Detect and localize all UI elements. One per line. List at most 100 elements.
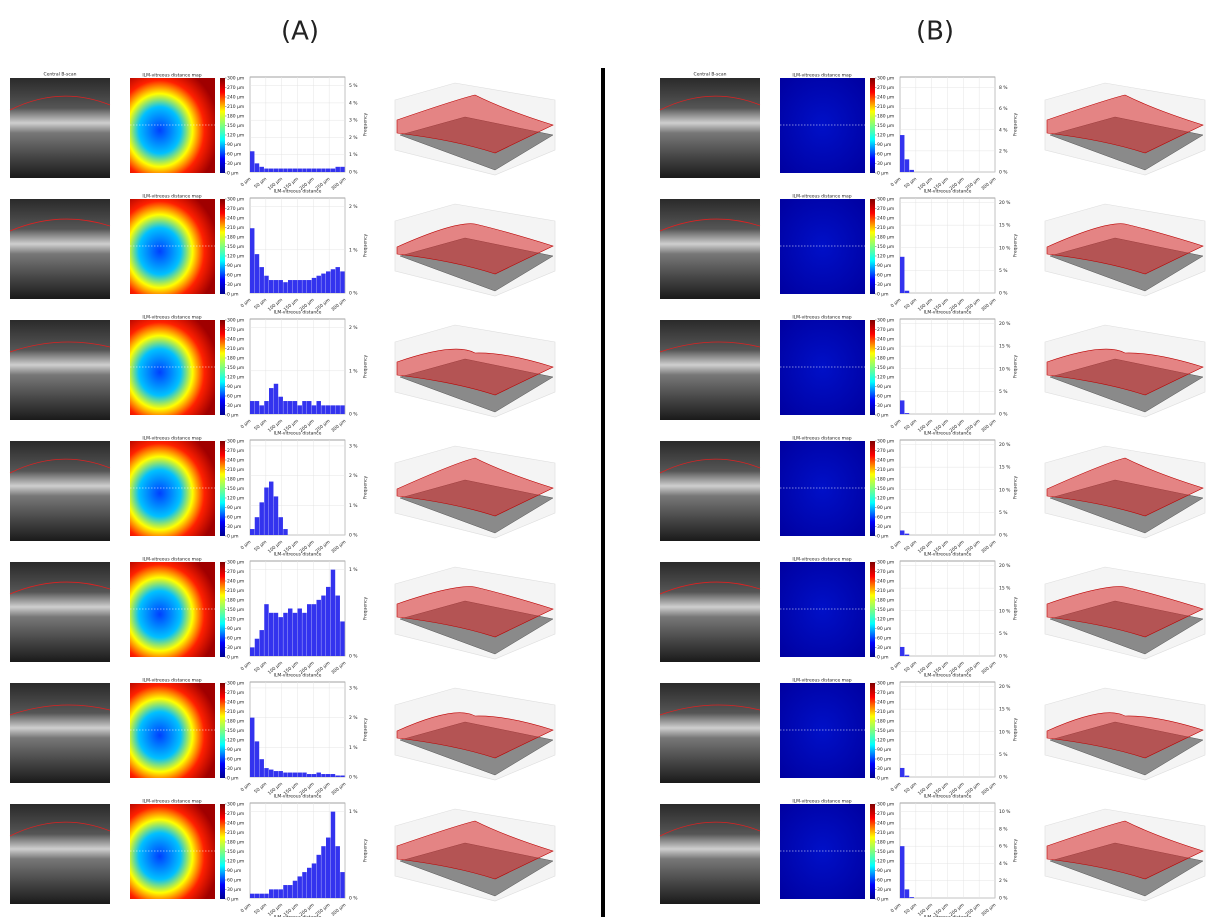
colorbar-label: 120 µm bbox=[227, 133, 244, 139]
y-tick-label: 4 % bbox=[999, 127, 1008, 133]
x-axis-label: ILM-vitreous distance bbox=[274, 431, 322, 437]
colorbar bbox=[220, 320, 225, 415]
colorbar-label: 270 µm bbox=[877, 327, 894, 333]
colorbar-label: 0 µm bbox=[877, 171, 889, 177]
b-scan bbox=[10, 199, 110, 299]
colorbar-label: 210 µm bbox=[877, 467, 894, 473]
colorbar-label: 120 µm bbox=[227, 859, 244, 865]
colorbar-label: 210 µm bbox=[227, 346, 244, 352]
map-title: ILM-vitreous distance map bbox=[792, 194, 851, 200]
y-tick-label: 2 % bbox=[349, 204, 358, 210]
y-axis-label: Frequency bbox=[1013, 839, 1019, 863]
bar bbox=[274, 613, 278, 656]
colorbar-label: 210 µm bbox=[227, 588, 244, 594]
bar bbox=[293, 613, 297, 656]
colorbar-label: 180 µm bbox=[877, 235, 894, 241]
x-tick-label: 300 µm bbox=[330, 539, 347, 555]
b-scan bbox=[10, 320, 110, 420]
colorbar-label: 300 µm bbox=[877, 318, 894, 324]
bar bbox=[260, 502, 264, 535]
panel-label: (A) bbox=[281, 17, 319, 47]
colorbar-label: 60 µm bbox=[227, 636, 241, 642]
colorbar-label: 60 µm bbox=[227, 152, 241, 158]
y-tick-label: 20 % bbox=[999, 563, 1011, 569]
bar bbox=[255, 401, 259, 414]
colorbar-label: 270 µm bbox=[877, 569, 894, 575]
y-tick-label: 1 % bbox=[349, 368, 358, 374]
x-tick-label: 50 µm bbox=[253, 418, 268, 432]
bar bbox=[321, 405, 325, 414]
y-tick-label: 0 % bbox=[999, 775, 1008, 781]
bar bbox=[302, 169, 306, 172]
map-title: ILM-vitreous distance map bbox=[142, 315, 201, 321]
bar bbox=[340, 776, 344, 777]
colorbar-label: 0 µm bbox=[877, 655, 889, 661]
bar bbox=[326, 838, 330, 898]
bar bbox=[331, 812, 335, 898]
colorbar-label: 180 µm bbox=[227, 598, 244, 604]
distance-map bbox=[780, 78, 865, 173]
y-tick-label: 5 % bbox=[999, 631, 1008, 637]
y-tick-label: 0 % bbox=[999, 170, 1008, 176]
y-tick-label: 0 % bbox=[349, 896, 358, 902]
bar bbox=[307, 868, 311, 898]
colorbar-label: 300 µm bbox=[227, 439, 244, 445]
bar bbox=[264, 604, 268, 656]
y-tick-label: 20 % bbox=[999, 321, 1011, 327]
map-title: ILM-vitreous distance map bbox=[142, 557, 201, 563]
bar bbox=[900, 647, 904, 656]
y-tick-label: 0 % bbox=[349, 170, 358, 176]
bar bbox=[905, 889, 909, 898]
colorbar-label: 270 µm bbox=[227, 327, 244, 333]
colorbar-label: 150 µm bbox=[877, 123, 894, 129]
x-axis-label: ILM-vitreous distance bbox=[924, 552, 972, 558]
bar bbox=[326, 587, 330, 656]
colorbar-label: 60 µm bbox=[227, 394, 241, 400]
bar bbox=[307, 169, 311, 172]
colorbar bbox=[870, 441, 875, 536]
y-tick-label: 10 % bbox=[999, 366, 1011, 372]
bar bbox=[250, 647, 254, 656]
colorbar-label: 0 µm bbox=[227, 292, 239, 298]
colorbar-label: 300 µm bbox=[227, 802, 244, 808]
colorbar-label: 60 µm bbox=[877, 394, 891, 400]
y-tick-label: 8 % bbox=[999, 85, 1008, 91]
y-axis-label: Frequency bbox=[363, 597, 369, 621]
colorbar bbox=[870, 804, 875, 899]
y-tick-label: 20 % bbox=[999, 442, 1011, 448]
colorbar-label: 30 µm bbox=[877, 161, 891, 167]
x-axis-label: ILM-vitreous distance bbox=[924, 189, 972, 195]
distance-map bbox=[130, 320, 215, 415]
colorbar-label: 60 µm bbox=[877, 515, 891, 521]
bar bbox=[900, 846, 904, 898]
bar bbox=[279, 617, 283, 656]
distance-map bbox=[130, 683, 215, 778]
bar bbox=[312, 278, 316, 293]
colorbar-label: 60 µm bbox=[227, 515, 241, 521]
colorbar-label: 270 µm bbox=[227, 569, 244, 575]
bar bbox=[264, 169, 268, 172]
y-axis-label: Frequency bbox=[1013, 234, 1019, 258]
bar bbox=[274, 280, 278, 293]
colorbar-label: 30 µm bbox=[227, 403, 241, 409]
colorbar-label: 300 µm bbox=[227, 197, 244, 203]
colorbar-label: 60 µm bbox=[227, 757, 241, 763]
x-tick-label: 300 µm bbox=[980, 176, 997, 192]
b-scan bbox=[660, 562, 760, 662]
bar bbox=[293, 401, 297, 414]
bar bbox=[293, 169, 297, 172]
colorbar-label: 30 µm bbox=[877, 282, 891, 288]
y-tick-label: 0 % bbox=[349, 654, 358, 660]
bar bbox=[326, 774, 330, 777]
colorbar-label: 210 µm bbox=[877, 225, 894, 231]
colorbar-label: 0 µm bbox=[877, 776, 889, 782]
bar bbox=[293, 280, 297, 293]
colorbar-label: 210 µm bbox=[877, 104, 894, 110]
colorbar-label: 180 µm bbox=[227, 840, 244, 846]
y-tick-label: 0 % bbox=[999, 533, 1008, 539]
colorbar-label: 0 µm bbox=[877, 534, 889, 540]
colorbar-label: 240 µm bbox=[877, 458, 894, 464]
colorbar-label: 120 µm bbox=[227, 617, 244, 623]
b-scan bbox=[10, 804, 110, 904]
bar bbox=[255, 254, 259, 293]
